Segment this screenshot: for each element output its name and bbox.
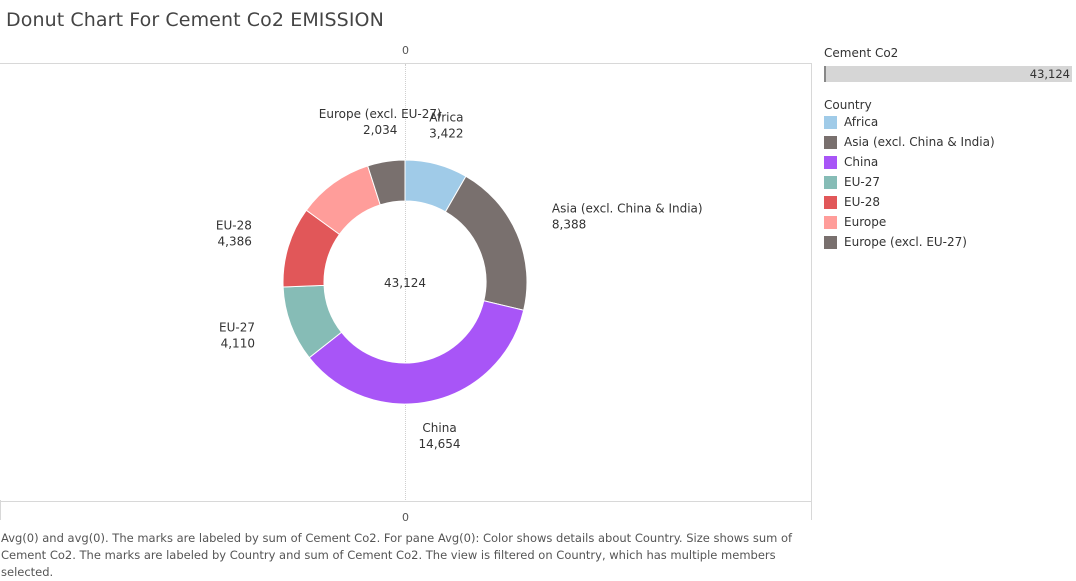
slice-label-eu-28: EU-28 4,386: [216, 219, 252, 249]
donut-slice-asia-excl-china-india[interactable]: [444, 175, 528, 311]
zero-axis-line: [405, 64, 406, 500]
legend-label: Europe: [844, 215, 887, 229]
legend-item-africa[interactable]: Africa: [824, 112, 1074, 132]
legend-item-eu-27[interactable]: EU-27: [824, 172, 1074, 192]
legend-label: Africa: [844, 115, 879, 129]
slice-label-europe-excl-eu-27: Europe (excl. EU-27) 2,034: [319, 107, 442, 137]
legend-item-europe-excl-eu-27[interactable]: Europe (excl. EU-27): [824, 232, 1074, 252]
legend-label: Asia (excl. China & India): [844, 135, 995, 149]
legend-panel: Cement Co2 43,124 Country Africa Asia (ex…: [824, 46, 1074, 252]
color-legend-title: Country: [824, 98, 872, 112]
legend-item-china[interactable]: China: [824, 152, 1074, 172]
axis-stub-right: [811, 500, 812, 520]
axis-stub-left: [0, 500, 1, 520]
top-axis-tick: 0: [402, 44, 409, 57]
chart-title: Donut Chart For Cement Co2 EMISSION: [6, 9, 384, 31]
legend-swatch: [824, 115, 837, 129]
legend-swatch: [824, 215, 837, 229]
legend-swatch: [824, 235, 837, 249]
slice-label-africa: Africa 3,422: [429, 110, 463, 140]
size-legend-value: 43,124: [1029, 67, 1070, 81]
legend-label: EU-28: [844, 195, 880, 209]
size-legend-bar: 43,124: [824, 66, 1072, 82]
caption-line-1: Avg(0) and avg(0). The marks are labeled…: [1, 531, 793, 545]
legend-label: China: [844, 155, 879, 169]
size-legend-title: Cement Co2: [824, 46, 899, 60]
legend-label: EU-27: [844, 175, 880, 189]
caption-line-2: Cement Co2. The marks are labeled by Cou…: [1, 548, 776, 579]
donut-chart: Africa 3,422 Asia (excl. China & India) 8,3…: [216, 107, 703, 451]
slice-label-asia-excl-china-india: Asia (excl. China & India) 8,388: [552, 202, 703, 232]
color-legend-list: Africa Asia (excl. China & India) China EU-…: [824, 112, 1074, 252]
chart-caption: Avg(0) and avg(0). The marks are labeled…: [1, 530, 801, 581]
legend-label: Europe (excl. EU-27): [844, 235, 967, 249]
slice-label-eu-27: EU-27 4,110: [219, 321, 255, 351]
bottom-axis-tick: 0: [402, 511, 409, 524]
legend-item-europe[interactable]: Europe: [824, 212, 1074, 232]
donut-center-total: 43,124: [384, 276, 426, 290]
legend-swatch: [824, 155, 837, 169]
legend-item-eu-28[interactable]: EU-28: [824, 192, 1074, 212]
legend-swatch: [824, 175, 837, 189]
legend-swatch: [824, 135, 837, 149]
donut-slice-europe-excl-eu-27[interactable]: [367, 159, 406, 206]
chart-pane[interactable]: [0, 63, 812, 502]
legend-swatch: [824, 195, 837, 209]
legend-item-asia-excl-china-india[interactable]: Asia (excl. China & India): [824, 132, 1074, 152]
slice-label-china: China 14,654: [419, 421, 461, 451]
donut-slice-china[interactable]: [308, 300, 525, 405]
